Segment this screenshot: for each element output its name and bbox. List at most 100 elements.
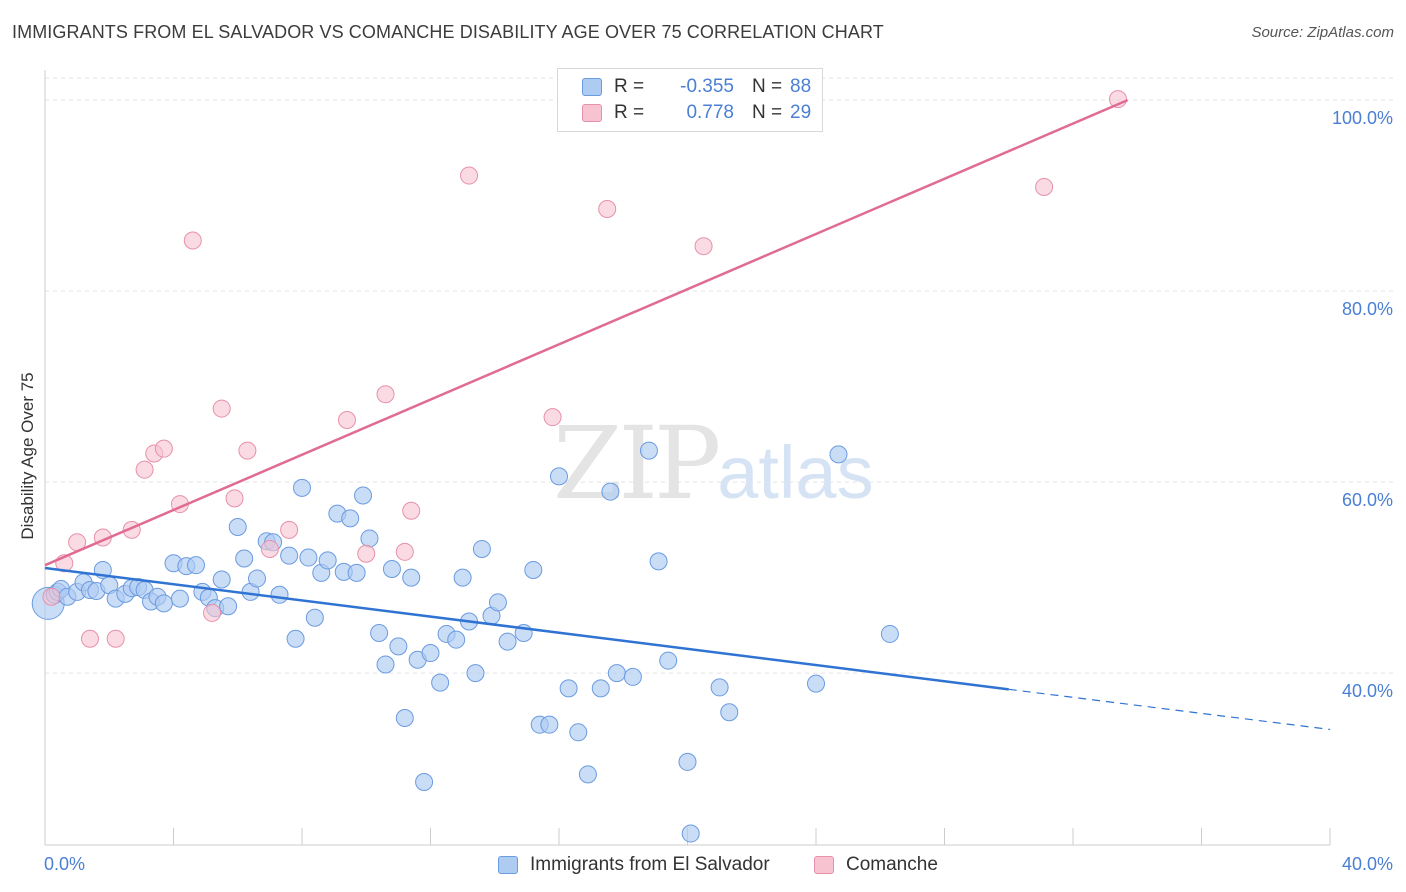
data-point-immigrants: [347, 563, 366, 582]
data-point-immigrants: [280, 546, 299, 565]
data-point-immigrants: [293, 478, 311, 497]
data-point-immigrants: [389, 637, 408, 656]
data-point-immigrants: [639, 441, 658, 460]
data-point-immigrants: [186, 556, 205, 575]
data-point-immigrants: [880, 624, 899, 643]
data-point-immigrants: [681, 824, 700, 843]
data-point-immigrants: [431, 673, 450, 692]
data-point-immigrants: [248, 569, 267, 588]
data-point-immigrants: [212, 570, 231, 589]
data-point-immigrants: [219, 597, 238, 616]
watermark-zip: ZIP: [553, 405, 721, 522]
data-point-immigrants: [649, 552, 668, 571]
trend-line-immigrants-dashed: [1008, 688, 1331, 731]
r-label: R =: [614, 76, 645, 97]
data-point-immigrants: [270, 585, 289, 604]
data-point-immigrants: [678, 752, 697, 771]
data-point-immigrants: [382, 560, 401, 579]
data-point-immigrants: [395, 708, 414, 727]
data-point-immigrants: [376, 655, 395, 674]
data-point-comanche: [598, 199, 617, 218]
data-point-immigrants: [354, 486, 373, 505]
y-tick-label: 40.0%: [1342, 681, 1393, 701]
x-tick-label: 0.0%: [44, 854, 85, 874]
data-point-comanche: [402, 501, 421, 520]
data-point-comanche: [106, 629, 125, 648]
data-point-immigrants: [540, 715, 559, 734]
n-label: N =: [752, 76, 783, 97]
legend-item-immigrants: Immigrants from El Salvador: [498, 852, 770, 878]
data-point-immigrants: [286, 629, 305, 648]
n-value: 29: [790, 102, 812, 123]
data-point-immigrants: [524, 560, 543, 579]
series-comanche-points: [42, 90, 1127, 648]
chart-title: IMMIGRANTS FROM EL SALVADOR VS COMANCHE …: [12, 22, 884, 42]
legend-label-comanche: Comanche: [846, 854, 938, 875]
data-point-comanche: [212, 399, 231, 418]
tick-labels: 40.0% 60.0% 80.0% 100.0% 0.0% 40.0%: [44, 108, 1393, 874]
trend-line-immigrants: [44, 566, 1009, 691]
data-point-immigrants: [341, 509, 360, 528]
trend-lines: [44, 98, 1331, 731]
legend-swatch-blue: [582, 78, 602, 96]
data-point-immigrants: [569, 723, 588, 742]
data-point-comanche: [203, 603, 222, 622]
data-point-immigrants: [402, 568, 421, 587]
data-point-immigrants: [720, 703, 739, 722]
axes: [44, 70, 1331, 846]
y-tick-label: 100.0%: [1332, 108, 1393, 128]
r-value: -0.355: [680, 76, 734, 97]
data-point-immigrants: [829, 445, 848, 464]
data-point-comanche: [376, 385, 395, 404]
y-tick-label: 60.0%: [1342, 490, 1393, 510]
data-point-immigrants: [601, 482, 620, 501]
data-point-immigrants: [466, 664, 485, 683]
data-point-comanche: [395, 542, 414, 561]
watermark-atlas: atlas: [717, 431, 874, 514]
data-point-comanche: [183, 231, 202, 250]
series-immigrants-points: [31, 441, 899, 843]
y-tick-label: 80.0%: [1342, 299, 1393, 319]
source-note: Source: ZipAtlas.com: [1251, 24, 1394, 41]
data-point-immigrants: [415, 772, 434, 791]
legend-label-immigrants: Immigrants from El Salvador: [530, 854, 770, 875]
legend-item-comanche: Comanche: [814, 852, 938, 878]
legend-swatch-pink: [814, 856, 834, 874]
n-value: 88: [790, 76, 812, 97]
data-point-comanche: [280, 520, 299, 539]
data-point-immigrants: [559, 679, 578, 698]
data-point-immigrants: [488, 593, 507, 612]
data-point-comanche: [694, 237, 713, 256]
n-label: N =: [752, 102, 783, 123]
legend-swatch-pink: [582, 104, 602, 122]
data-point-immigrants: [447, 630, 466, 649]
data-point-immigrants: [578, 765, 597, 784]
data-point-immigrants: [299, 548, 318, 567]
x-tick-label: 40.0%: [1342, 854, 1393, 874]
data-point-immigrants: [453, 568, 472, 587]
r-label: R =: [614, 102, 645, 123]
data-point-immigrants: [228, 517, 247, 536]
data-point-comanche: [238, 441, 257, 460]
data-point-immigrants: [472, 539, 491, 558]
data-point-comanche: [1035, 178, 1054, 197]
data-point-immigrants: [550, 467, 568, 486]
data-point-comanche: [357, 544, 376, 563]
data-point-immigrants: [591, 679, 610, 698]
data-point-comanche: [225, 489, 244, 508]
data-point-immigrants: [154, 594, 173, 613]
data-point-immigrants: [170, 589, 189, 608]
y-axis-label: Disability Age Over 75: [18, 372, 37, 540]
data-point-immigrants: [370, 623, 389, 642]
data-point-immigrants: [235, 549, 254, 568]
data-point-immigrants: [623, 667, 642, 686]
data-point-comanche: [460, 166, 479, 185]
legend-row-comanche: R = 0.778 N = 29: [582, 100, 811, 126]
data-point-immigrants: [421, 644, 440, 663]
data-point-immigrants: [710, 678, 729, 697]
data-point-comanche: [154, 439, 173, 458]
legend-swatch-blue: [498, 856, 518, 874]
data-point-immigrants: [498, 632, 517, 651]
data-point-comanche: [135, 460, 154, 479]
